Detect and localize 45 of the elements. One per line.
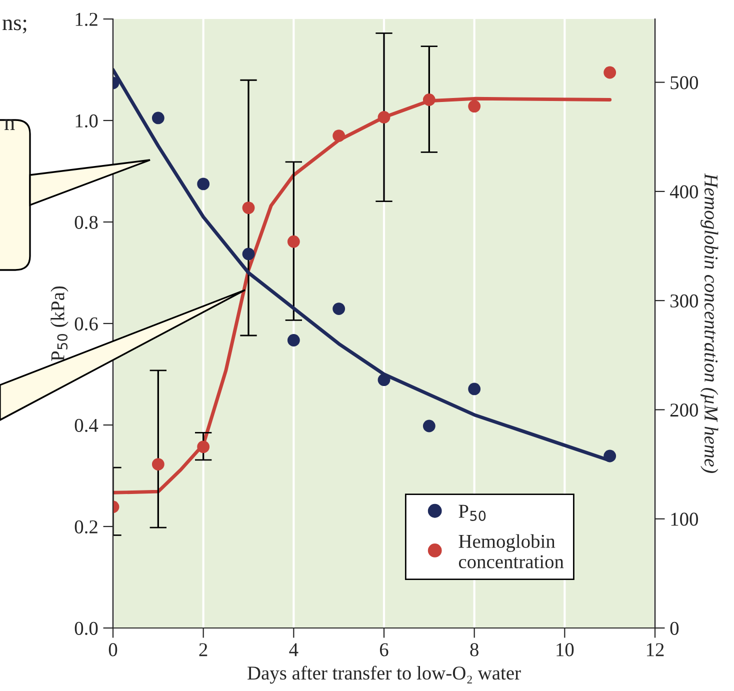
text: ns; [2, 20, 26, 34]
y-tick-label: 0.4 [74, 418, 98, 432]
y2-tick-label: 400 [670, 185, 698, 198]
text: n [4, 120, 15, 130]
point [468, 382, 481, 396]
legend-label: Hemoglobin concentration [458, 534, 564, 568]
point [332, 302, 346, 315]
y-tick-label: 0.8 [74, 216, 98, 230]
y2-tick-label: 200 [670, 404, 698, 417]
x-tick-label: 2 [199, 643, 208, 656]
point [422, 420, 436, 432]
legend-label: P$_{50}$ [458, 504, 486, 521]
x-tick-label: 12 [646, 643, 664, 656]
point [197, 440, 210, 454]
point [287, 235, 300, 248]
y2-axis-title: Hemoglobin concentration (µM heme) [700, 173, 718, 473]
y2-tick-label: 300 [670, 294, 698, 308]
x-tick-label: 6 [380, 643, 388, 656]
y2-tick-label: 0 [670, 622, 679, 635]
point [422, 94, 436, 106]
x-tick-label: 4 [289, 643, 298, 656]
point [287, 334, 300, 346]
point [242, 202, 255, 214]
point [468, 100, 481, 113]
y-tick-label: 1.0 [76, 114, 98, 128]
point [604, 450, 616, 462]
point [332, 130, 346, 142]
point [378, 374, 390, 386]
point [604, 66, 616, 79]
y2-tick-label: 100 [671, 512, 698, 526]
x-tick-label: 8 [470, 643, 478, 656]
x-tick-label: 10 [556, 643, 574, 656]
y-tick-label: 0.2 [74, 520, 98, 534]
point [378, 111, 390, 124]
y-axis-title: P$_{50}$ (kPa) [50, 286, 68, 361]
point [152, 458, 164, 470]
x-axis-title: Days after transfer to low-O₂ water [248, 666, 521, 684]
y-tick-label: 0.6 [74, 317, 98, 331]
y-tick-label: 1.2 [76, 12, 98, 26]
y-tick-label: 0.0 [74, 622, 98, 636]
point [242, 248, 255, 260]
x-tick-label: 0 [108, 643, 118, 656]
y2-tick-label: 500 [670, 76, 698, 90]
point [197, 178, 210, 190]
point [152, 112, 164, 124]
